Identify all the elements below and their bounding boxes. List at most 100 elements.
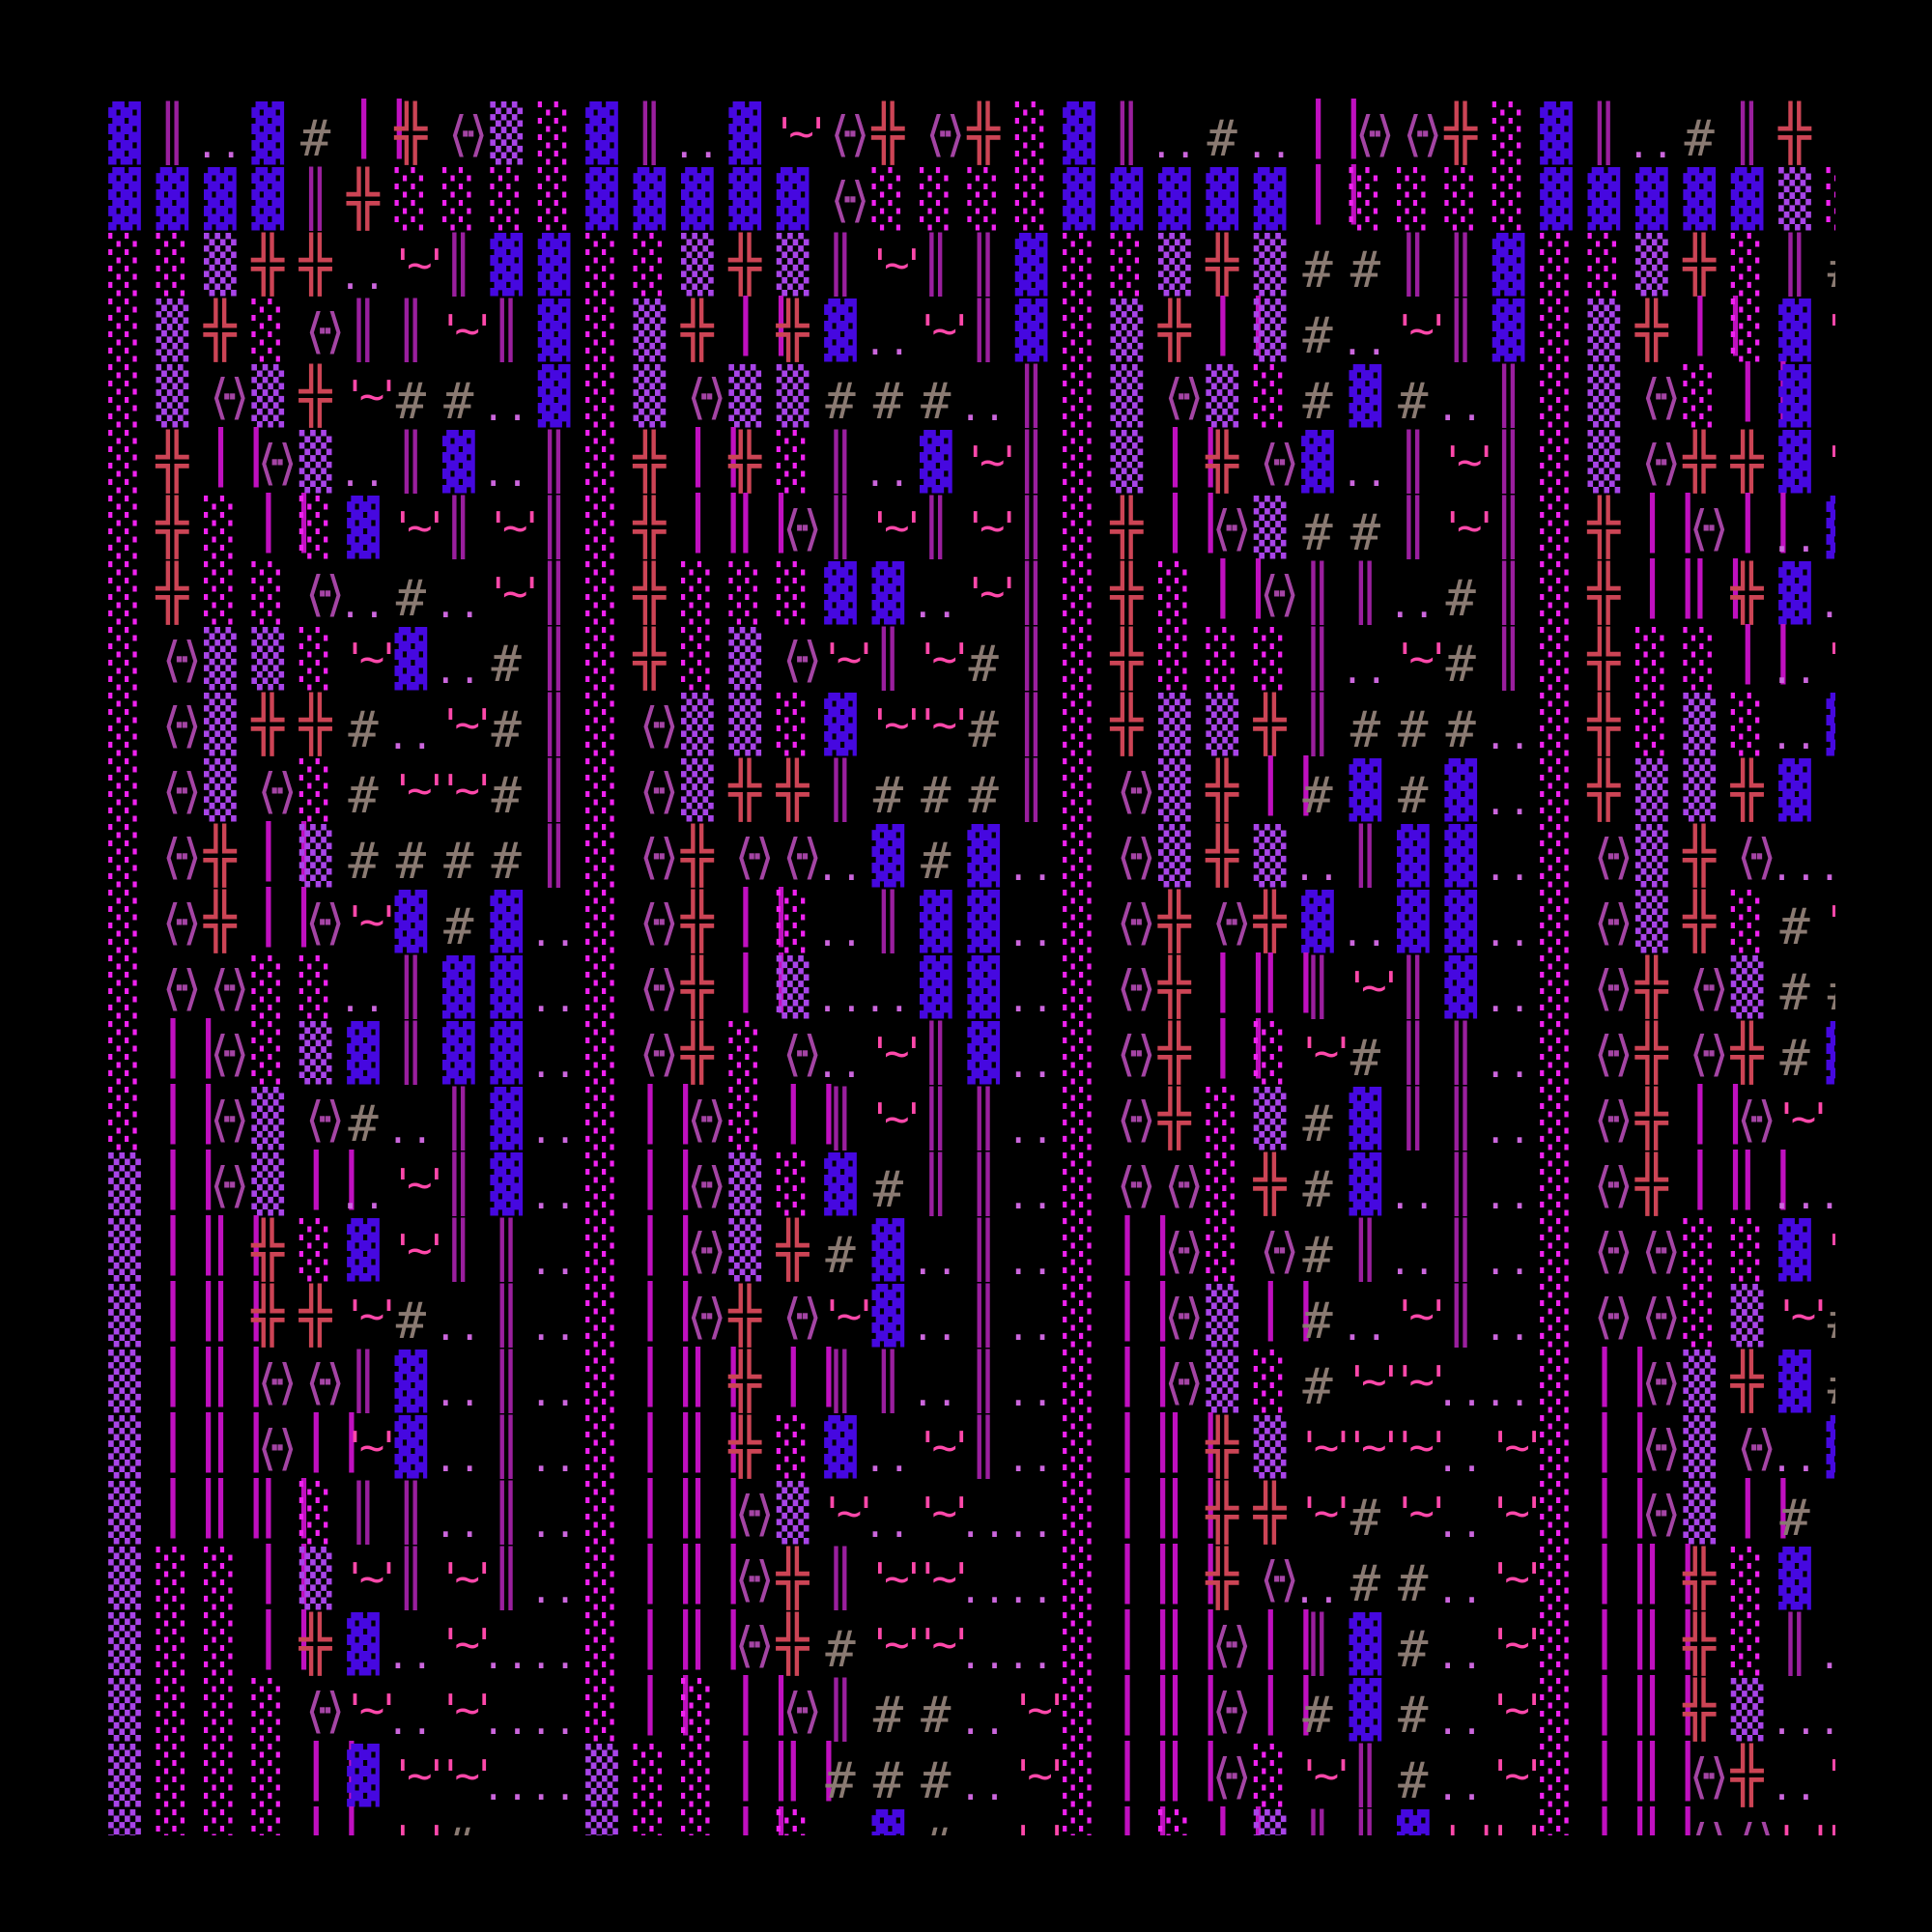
tilde-glyph: '~'	[1344, 963, 1404, 1012]
tilde-glyph: '~'	[438, 1686, 497, 1735]
dots-glyph: ..	[529, 1240, 579, 1283]
light-shade-glyph: ░	[156, 234, 189, 297]
cross-glyph: ╬	[967, 102, 1001, 165]
double-bar-glyph: ║	[1396, 1022, 1430, 1085]
cross-glyph: ╬	[1206, 825, 1239, 888]
light-shade-glyph: ░	[1540, 825, 1573, 888]
dots-glyph: ..	[1818, 561, 1836, 627]
dots-glyph: ..	[434, 649, 483, 692]
cross-glyph: ╬	[1587, 694, 1621, 756]
hash-glyph: #	[1445, 636, 1476, 694]
angle-dots-glyph: ⟨··⟩	[1641, 435, 1681, 491]
double-bar-glyph: ║	[1014, 497, 1048, 559]
dark-shade-glyph: ▓	[967, 1022, 1001, 1085]
dark-shade-glyph: ▓	[1063, 102, 1095, 165]
light-shade-glyph: ░	[1540, 1350, 1573, 1413]
light-shade-glyph: ░	[156, 1613, 189, 1676]
light-shade-glyph: ░	[585, 1088, 618, 1151]
dark-shade-glyph: ▓	[824, 562, 857, 625]
angle-dots-glyph: ⟨··⟩	[1164, 1289, 1204, 1345]
light-shade-glyph: ░	[585, 431, 618, 494]
medium-shade-glyph: ▒	[1253, 234, 1287, 297]
dark-shade-glyph: ▓	[1730, 168, 1764, 231]
dots-glyph: ..	[1388, 583, 1437, 626]
light-shade-glyph: ░	[298, 497, 332, 559]
pipes-glyph: | |	[250, 1468, 322, 1539]
dots-glyph: ..	[1007, 1634, 1056, 1677]
light-shade-glyph: ░	[1253, 1745, 1287, 1807]
hash-glyph: #	[1302, 373, 1333, 431]
light-shade-glyph: ░	[1110, 234, 1144, 297]
dark-shade-glyph: ▓	[490, 1153, 524, 1216]
pipes-glyph: | |	[632, 1074, 703, 1145]
light-shade-glyph: ░	[1540, 1022, 1573, 1085]
hash-glyph: #	[872, 767, 904, 825]
dots-glyph: ..	[1436, 1437, 1486, 1480]
tilde-glyph: '~'	[1009, 1751, 1069, 1801]
double-bar-glyph: ║	[1444, 1219, 1478, 1282]
light-shade-glyph: ░	[776, 694, 810, 756]
pipes-glyph: | |	[202, 1468, 274, 1539]
dark-shade-glyph: ▓	[1206, 168, 1239, 231]
double-bar-glyph: ║	[537, 431, 571, 494]
dark-shade-glyph: ▓	[1301, 891, 1334, 953]
pipes-glyph: | |	[155, 1468, 226, 1539]
pipes-glyph: | |	[1109, 1206, 1180, 1276]
tilde-glyph: '~'	[1818, 890, 1835, 955]
light-shade-glyph: ░	[1063, 825, 1095, 888]
hash-glyph: #	[921, 833, 952, 891]
pipes-glyph: | |	[298, 1403, 370, 1473]
angle-dots-glyph: ⟨··⟩	[1641, 1223, 1681, 1279]
cross-glyph: ╬	[776, 759, 810, 822]
dark-shade-glyph: ▓	[871, 1285, 905, 1348]
medium-shade-glyph: ▒	[728, 1219, 762, 1282]
pipes-glyph: | |	[1156, 483, 1229, 554]
dark-shade-glyph: ▓	[1778, 1350, 1811, 1413]
cross-glyph: ╬	[1683, 234, 1717, 297]
pipes-glyph: | |	[679, 483, 752, 554]
pipes-glyph: | |	[679, 1534, 752, 1605]
medium-shade-glyph: ▒	[298, 1548, 332, 1610]
light-shade-glyph: ░	[633, 234, 667, 297]
cross-glyph: ╬	[1683, 1613, 1717, 1676]
light-shade-glyph: ░	[1540, 1482, 1573, 1545]
hash-glyph: #	[968, 636, 999, 694]
light-shade-glyph: ░	[1730, 234, 1764, 297]
light-shade-glyph: ░	[919, 168, 952, 231]
angle-dots-glyph: ⟨··⟩	[782, 500, 822, 556]
tilde-glyph: '~'	[915, 1489, 974, 1538]
dots-glyph: ..	[1007, 846, 1056, 889]
dots-glyph: ..	[959, 1569, 1009, 1611]
dark-shade-glyph: ▓	[1014, 234, 1048, 297]
double-bar-glyph: ║	[298, 168, 332, 231]
angle-dots-glyph: ⟨··⟩	[687, 1092, 726, 1148]
cross-glyph: ╬	[1157, 956, 1191, 1019]
dots-glyph: ..	[529, 1175, 579, 1217]
angle-dots-glyph: ⟨··⟩	[1689, 1748, 1729, 1804]
cross-glyph: ╬	[1110, 497, 1144, 559]
tilde-glyph: '~'	[771, 109, 831, 158]
light-shade-glyph: ░	[1540, 1219, 1573, 1282]
light-shade-glyph: ░	[585, 1219, 618, 1282]
double-bar-glyph: ║	[537, 825, 571, 888]
dark-shade-glyph: ▓	[1444, 891, 1478, 953]
pipes-glyph: | |	[1156, 1403, 1229, 1473]
angle-dots-glyph: ⟨··⟩	[305, 895, 345, 951]
light-shade-glyph: ░	[633, 1745, 667, 1807]
pipes-glyph: | |	[155, 1009, 226, 1079]
double-bar-glyph: ║	[1293, 1809, 1342, 1836]
pipes-glyph: | |	[1156, 1468, 1229, 1539]
dark-shade-glyph: ▓	[1444, 956, 1478, 1019]
double-bar-glyph: ║	[824, 234, 857, 297]
angle-dots-glyph: ⟨··⟩	[1641, 1486, 1681, 1542]
double-bar-glyph: ║	[919, 1022, 952, 1085]
pipes-glyph: | |	[1156, 417, 1229, 488]
light-shade-glyph: ░	[776, 1153, 810, 1216]
double-bar-glyph: ║	[1778, 1613, 1811, 1676]
medium-shade-glyph: ▒	[203, 759, 237, 822]
angle-dots-glyph: ⟨··⟩	[1354, 106, 1395, 162]
dots-glyph: ..	[1436, 1700, 1486, 1743]
pipes-glyph: | |	[1729, 352, 1802, 422]
cross-glyph: ╬	[680, 956, 714, 1019]
double-bar-glyph: ║	[824, 759, 857, 822]
